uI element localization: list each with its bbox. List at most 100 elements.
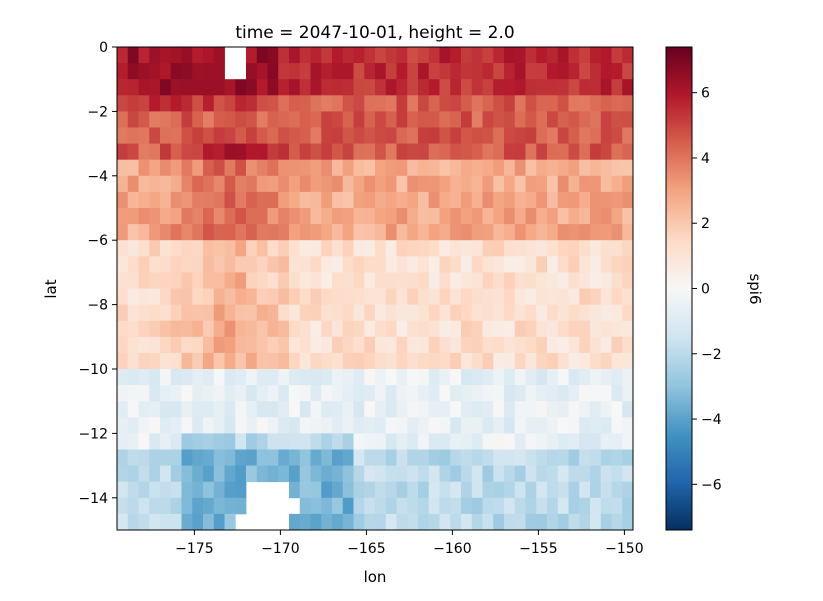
heatmap-cell [138,224,150,241]
heatmap-cell [482,336,494,354]
heatmap-cell [299,175,311,193]
heatmap-cell [547,175,559,193]
heatmap-cell [568,175,580,193]
heatmap-cell [622,111,634,128]
heatmap-cell [364,513,376,531]
heatmap-cell [117,111,129,128]
heatmap-cell [117,63,129,80]
heatmap-cell [514,191,526,209]
heatmap-cell [267,191,279,209]
heatmap-cell [192,175,204,193]
heatmap-cell [450,256,462,273]
heatmap-cell [407,465,419,483]
heatmap-cell [396,336,408,354]
heatmap-cell [536,240,548,257]
heatmap-cell [117,127,129,144]
heatmap-cell [375,497,387,515]
heatmap-cell [235,304,247,322]
heatmap-cell [407,272,419,289]
heatmap-cell [514,143,526,161]
heatmap-cell [385,208,397,225]
heatmap-cell [310,175,322,193]
heatmap-cell [192,465,204,483]
heatmap-cell [299,417,311,434]
heatmap-cell [246,240,258,257]
heatmap-cell [568,433,580,450]
heatmap-cell [321,513,333,531]
heatmap-cell [439,417,451,434]
heatmap-cell [353,272,365,289]
heatmap-cell [396,175,408,193]
heatmap-cell [461,95,473,112]
heatmap-cell [299,320,311,338]
heatmap-cell [396,127,408,144]
heatmap-cell [568,224,580,241]
heatmap-cell [181,111,193,128]
heatmap-cell [364,497,376,515]
heatmap-cell [611,63,623,80]
heatmap-cell [407,95,419,112]
heatmap-cell [310,320,322,338]
heatmap-cell [267,240,279,257]
heatmap-cell [332,191,344,209]
heatmap-cell [471,497,483,515]
heatmap-cell [525,288,537,305]
heatmap-cell [396,385,408,402]
heatmap-cell [246,224,258,241]
heatmap-cell [482,449,494,466]
heatmap-cell [149,417,161,434]
heatmap-cell [375,127,387,144]
heatmap-cell [332,481,344,499]
heatmap-cell [385,191,397,209]
heatmap-cell [235,224,247,241]
heatmap-cell [192,513,204,531]
heatmap-cell [149,449,161,466]
heatmap-cell [332,79,344,96]
heatmap-cell [224,304,236,322]
heatmap-cell [600,417,612,434]
heatmap-cell [170,497,182,515]
heatmap-cell [504,79,516,96]
heatmap-cell [278,191,290,209]
colorbar-axis: 6 4 2 0 −2 −4 −6 [692,86,722,493]
heatmap-cell [321,143,333,161]
heatmap-cell [235,208,247,225]
heatmap-cell [138,481,150,499]
heatmap-cell [525,191,537,209]
heatmap-cell [504,63,516,80]
heatmap-cell [461,497,473,515]
heatmap-cell [557,224,569,241]
heatmap-cell [192,256,204,273]
heatmap-cell [514,369,526,386]
heatmap-cell [256,47,268,64]
heatmap-cell [342,417,354,434]
heatmap-cell [235,159,247,177]
heatmap-cell [256,417,268,434]
heatmap-cell [568,272,580,289]
heatmap-cell [235,417,247,434]
heatmap-cell [353,352,365,370]
heatmap-cell [375,369,387,386]
heatmap-cell [342,159,354,177]
heatmap-cell [203,465,215,483]
heatmap-cell [439,352,451,370]
heatmap-cell [450,272,462,289]
heatmap-cell [246,385,258,402]
heatmap-cell [138,433,150,450]
heatmap-cell [461,127,473,144]
heatmap-cell [525,240,537,257]
heatmap-cell [504,401,516,418]
heatmap-cell [547,143,559,161]
heatmap-cell [299,256,311,273]
heatmap-cell [235,143,247,161]
heatmap-cell [321,352,333,370]
heatmap-cell [557,127,569,144]
heatmap-cell [471,79,483,96]
heatmap-cell [557,240,569,257]
heatmap-cell [160,191,172,209]
heatmap-cell [450,304,462,322]
heatmap-cell [611,465,623,483]
heatmap-cell [160,240,172,257]
heatmap-cell [590,320,602,338]
heatmap-cell [428,401,440,418]
